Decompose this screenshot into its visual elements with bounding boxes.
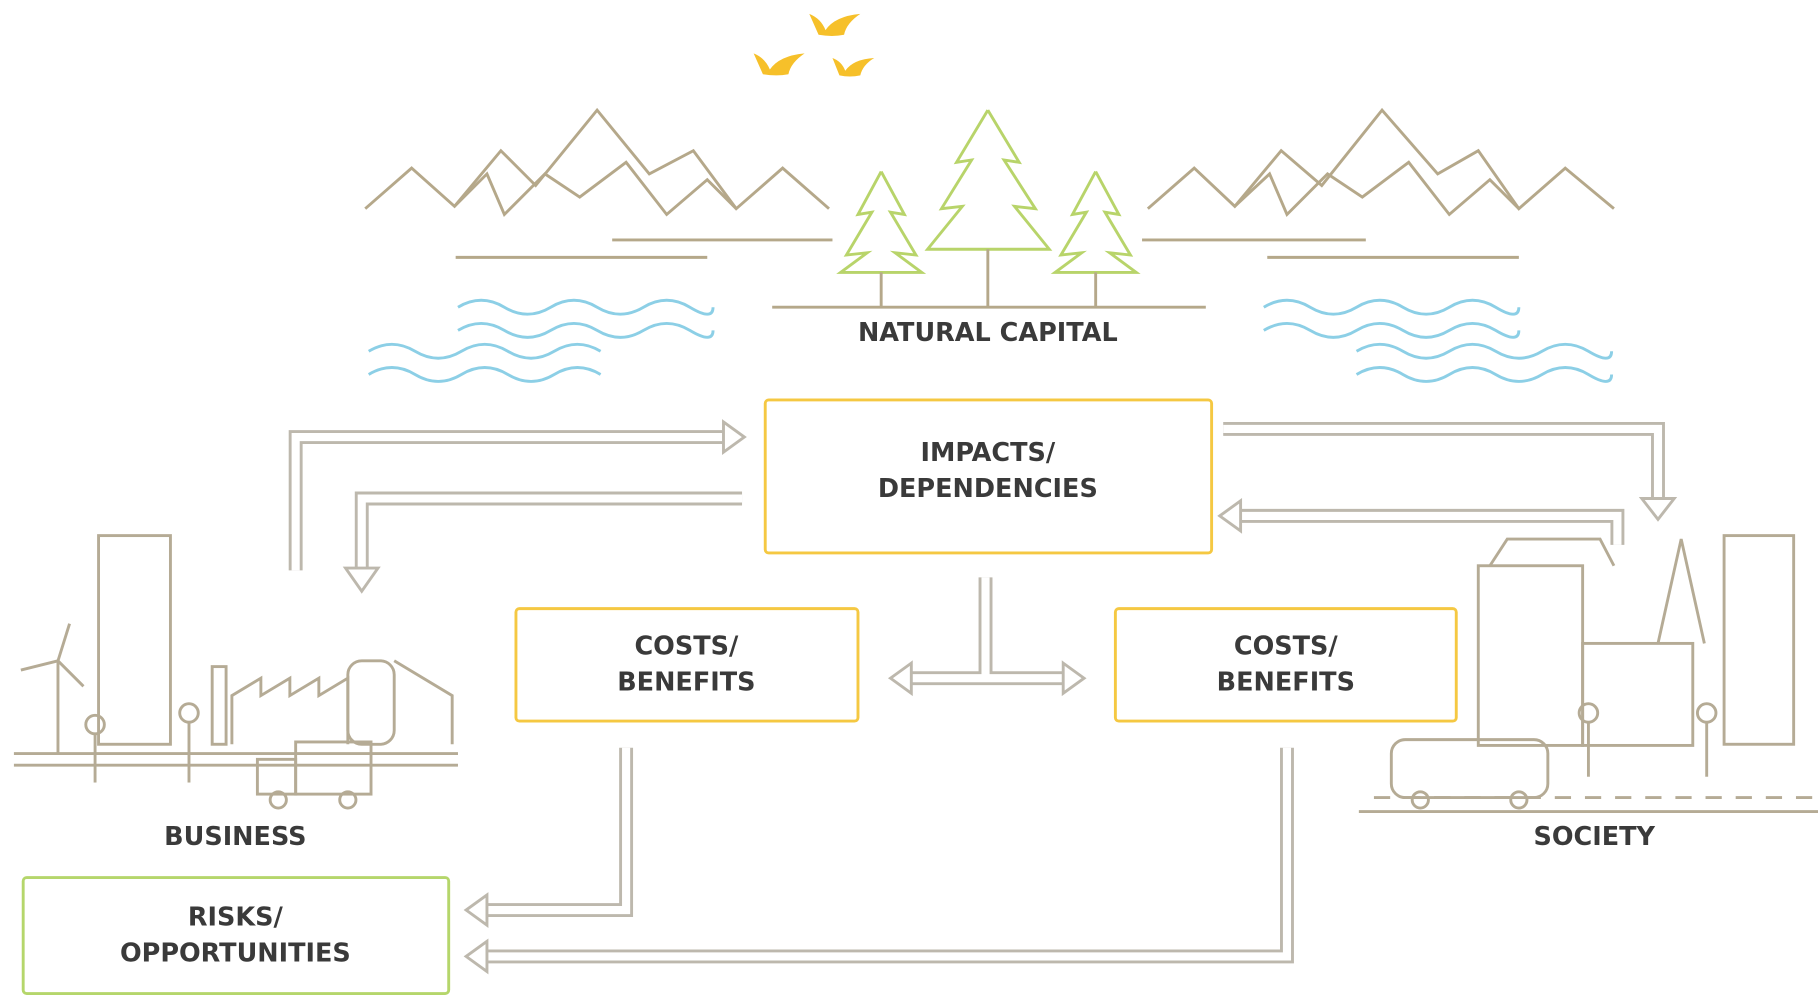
box-label: BENEFITS	[617, 667, 755, 697]
box-label: COSTS/	[634, 631, 739, 661]
box-label: OPPORTUNITIES	[120, 939, 351, 969]
costs-box	[514, 607, 860, 723]
natural-capital-label: NATURAL CAPITAL	[858, 318, 1118, 348]
society-label: SOCIETY	[1533, 822, 1655, 852]
society-scene	[1358, 534, 1818, 813]
box-labels: IMPACTS/DEPENDENCIES COSTS/BENEFITS COSTS/…	[120, 438, 1355, 969]
business-label: BUSINESS	[164, 822, 306, 852]
trees	[836, 109, 1141, 308]
birds	[753, 13, 875, 77]
arrows	[288, 419, 1678, 975]
box-label: IMPACTS/	[920, 438, 1055, 468]
costs-box	[1113, 607, 1458, 723]
box-label: BENEFITS	[1217, 667, 1355, 697]
box-label: RISKS/	[188, 903, 284, 933]
mountains	[364, 107, 1615, 309]
impacts-box	[763, 398, 1214, 555]
boxes	[21, 398, 1458, 995]
waves	[367, 298, 1614, 383]
risks-box	[21, 876, 451, 995]
business-scene	[13, 534, 458, 810]
box-label: DEPENDENCIES	[878, 474, 1098, 504]
box-label: COSTS/	[1234, 631, 1339, 661]
